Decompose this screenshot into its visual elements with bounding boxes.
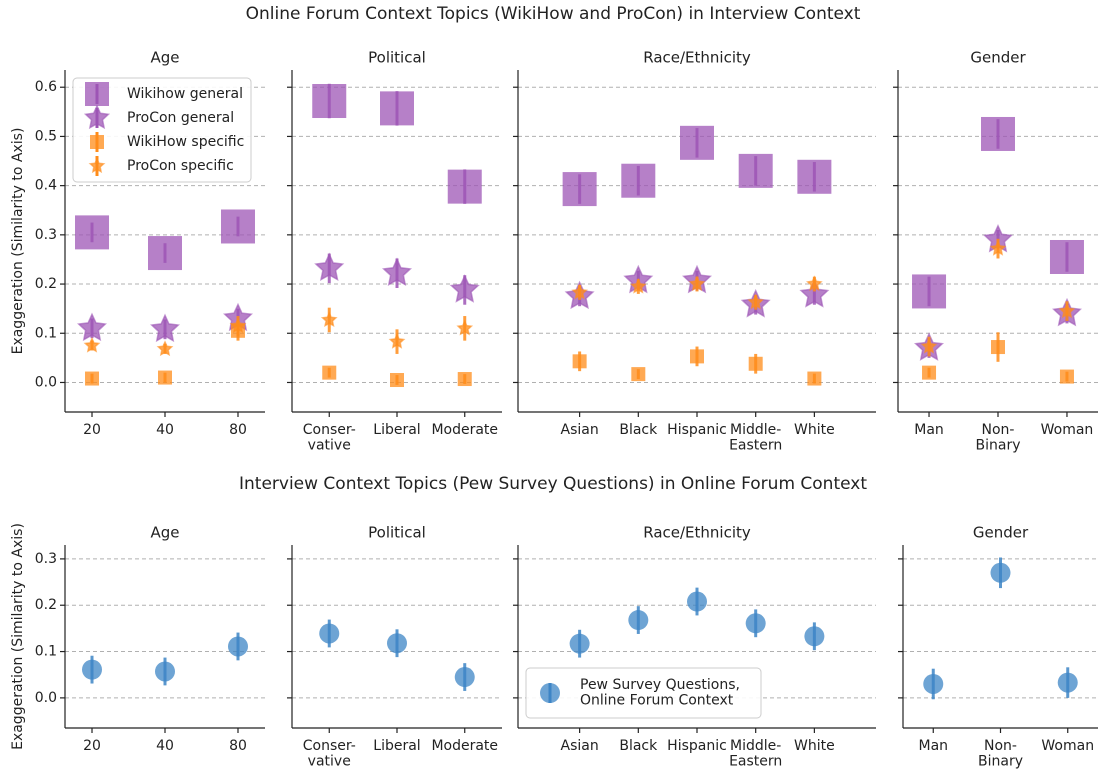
x-tick-label: Liberal [373,738,420,754]
x-tick-label: Hispanic [667,422,727,438]
y-tick-label: 0.3 [35,551,57,567]
x-tick-label: Woman [1041,422,1094,438]
y-tick-label: 0.3 [35,227,57,243]
x-tick-label: Black [619,422,658,438]
x-tick-label: White [794,422,835,438]
x-tick-label: Man [914,422,944,438]
x-tick-label: Middle-Eastern [729,422,782,453]
y-tick-label: 0.4 [35,178,57,194]
x-tick-label: Middle-Eastern [729,738,782,769]
x-tick-label: Moderate [431,738,498,754]
x-tick-label: Hispanic [667,738,727,754]
y-tick-label: 0.2 [35,597,57,613]
x-tick-label: Asian [561,738,599,754]
y-tick-label: 0.0 [35,374,57,390]
figure-title: Interview Context Topics (Pew Survey Que… [239,474,867,494]
panel-title: Race/Ethnicity [643,49,751,67]
legend-label: ProCon general [127,110,234,126]
x-tick-label: 80 [229,738,247,754]
figure-title: Online Forum Context Topics (WikiHow and… [246,4,861,24]
x-tick-label: Moderate [431,422,498,438]
panel-title: Race/Ethnicity [643,524,751,542]
panel-title: Political [368,524,426,542]
x-tick-label: 40 [156,738,174,754]
panel-title: Age [150,524,179,542]
x-tick-label: Asian [561,422,599,438]
x-tick-label: 20 [83,738,101,754]
x-tick-label: Conser-vative [303,738,356,769]
x-tick-label: Woman [1041,738,1094,754]
x-tick-label: 40 [156,422,174,438]
y-tick-label: 0.0 [35,690,57,706]
legend-label: ProCon specific [127,158,234,174]
legend-label: Wikihow general [127,86,243,102]
x-tick-label: Liberal [373,422,420,438]
panel-title: Political [368,49,426,67]
legend-box [525,667,762,719]
y-tick-label: 0.2 [35,276,57,292]
legend-label: Pew Survey Questions, Online Forum Contex… [580,677,740,708]
panel-title: Gender [973,524,1029,542]
y-axis-label: Exaggeration (Similarity to Axis) [10,523,26,750]
x-tick-label: Conser-vative [303,422,356,453]
y-tick-label: 0.1 [35,325,57,341]
x-tick-label: Non-Binary [976,422,1021,453]
legend-box [72,77,252,183]
x-tick-label: Man [918,738,948,754]
y-tick-label: 0.6 [35,79,57,95]
x-tick-label: 80 [229,422,247,438]
x-tick-label: Non-Binary [978,738,1023,769]
panel-title: Gender [970,49,1026,67]
x-tick-label: Black [619,738,658,754]
legend-label: WikiHow specific [127,134,244,150]
y-tick-label: 0.5 [35,128,57,144]
y-tick-label: 0.1 [35,644,57,660]
x-tick-label: 20 [83,422,101,438]
y-axis-label: Exaggeration (Similarity to Axis) [10,128,26,355]
panel-title: Age [150,49,179,67]
x-tick-label: White [794,738,835,754]
